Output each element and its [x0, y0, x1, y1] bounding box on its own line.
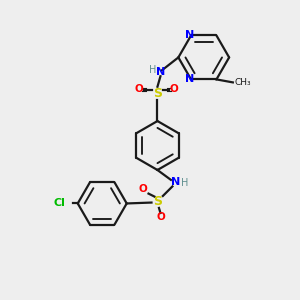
- Text: S: S: [153, 196, 162, 208]
- Text: N: N: [171, 177, 180, 187]
- Text: S: S: [153, 87, 162, 100]
- Text: N: N: [185, 74, 194, 84]
- Text: O: O: [138, 184, 147, 194]
- Text: N: N: [156, 67, 166, 77]
- Text: H: H: [181, 178, 188, 188]
- Text: H: H: [148, 65, 156, 75]
- Text: O: O: [157, 212, 165, 223]
- Text: O: O: [169, 84, 178, 94]
- Text: N: N: [185, 30, 194, 40]
- Text: Cl: Cl: [54, 199, 66, 208]
- Text: CH₃: CH₃: [234, 78, 251, 87]
- Text: O: O: [135, 84, 143, 94]
